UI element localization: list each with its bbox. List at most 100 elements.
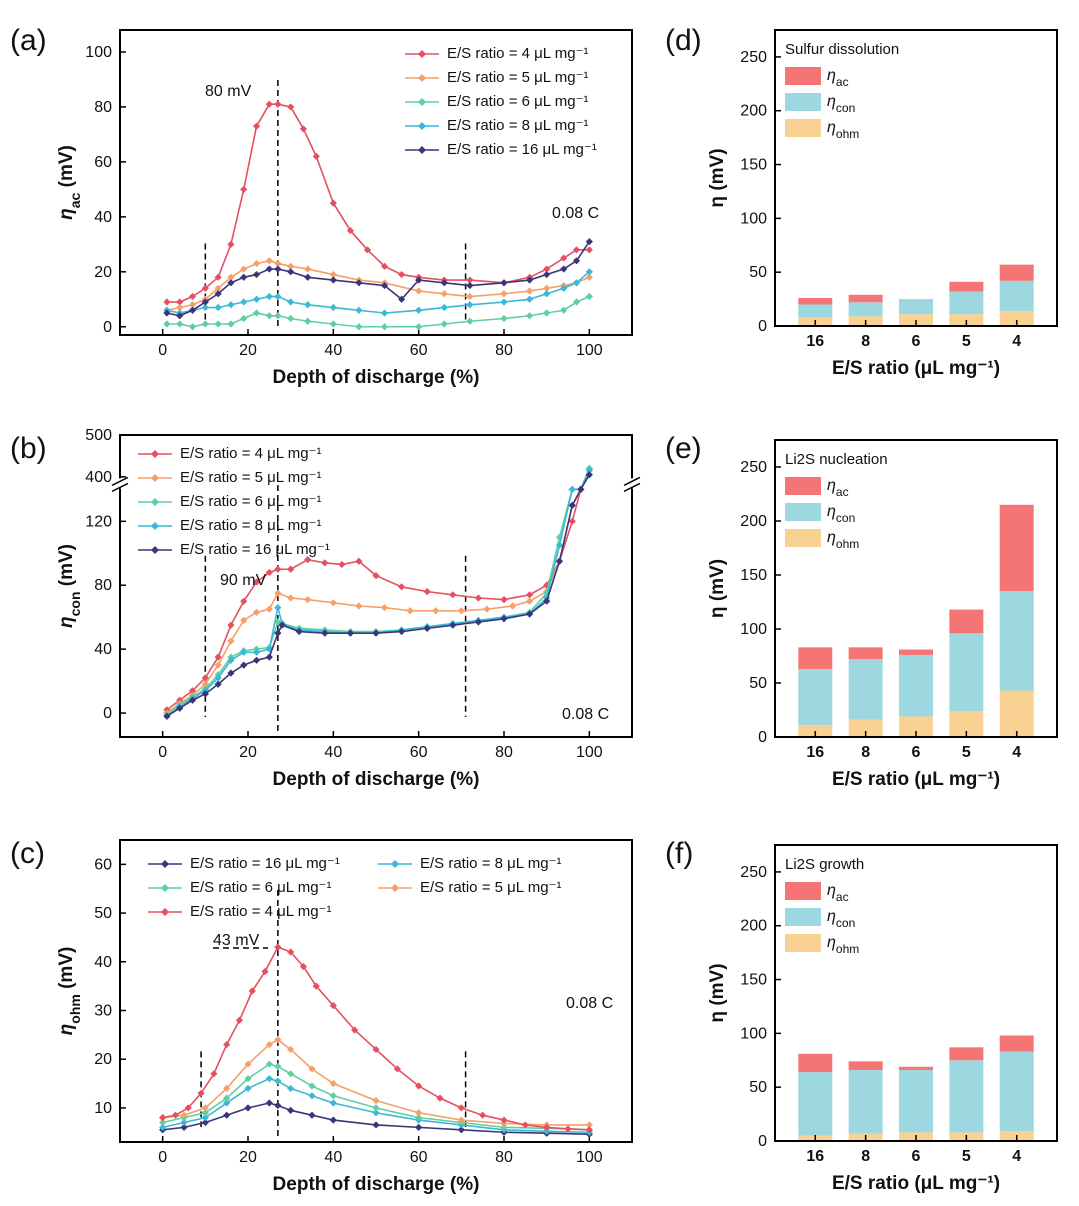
data-point xyxy=(585,1121,593,1129)
data-point xyxy=(252,270,261,279)
data-point xyxy=(252,608,261,616)
chart-f: (f) 0 50 100 150 200 250 16 8 6 5 4 E/S ratio (μL mg… xyxy=(665,837,1058,1194)
x-tick-label: 80 xyxy=(495,1149,513,1166)
data-point xyxy=(304,595,312,604)
bar-segment xyxy=(949,291,984,315)
data-point xyxy=(274,589,282,597)
bar-segment xyxy=(848,659,883,720)
x-tick-label: 100 xyxy=(576,342,603,359)
data-point xyxy=(214,284,222,292)
plot-frame xyxy=(119,29,633,336)
data-point xyxy=(176,298,184,306)
data-point xyxy=(265,292,273,301)
data-point xyxy=(240,298,248,306)
peak-annotation: 90 mV xyxy=(220,572,267,589)
data-point xyxy=(351,1026,359,1034)
data-point xyxy=(346,629,354,637)
legend-label: E/S ratio = 5 μL mg⁻¹ xyxy=(180,469,321,486)
data-point xyxy=(585,471,593,479)
series-2 xyxy=(163,292,593,331)
data-point xyxy=(355,323,363,331)
legend-label: E/S ratio = 4 μL mg⁻¹ xyxy=(190,903,331,920)
data-point xyxy=(321,559,329,567)
data-point xyxy=(500,595,508,604)
legend-swatch-marker xyxy=(151,522,159,530)
y-tick-label: 0 xyxy=(758,729,767,746)
data-point xyxy=(252,295,261,303)
bar-segment xyxy=(848,1069,883,1134)
data-point xyxy=(372,629,380,637)
legend-swatch-marker xyxy=(151,450,159,458)
data-point xyxy=(223,1099,231,1107)
bar-segment xyxy=(999,1035,1034,1052)
x-tick-label: 60 xyxy=(410,342,428,359)
data-point xyxy=(372,1104,380,1112)
bar-segment xyxy=(949,609,984,634)
y-tick-label: 250 xyxy=(740,49,767,66)
data-point xyxy=(380,603,389,612)
y-tick-label: 100 xyxy=(85,44,112,61)
data-point xyxy=(440,303,448,312)
data-point xyxy=(274,603,282,612)
x-tick-label: 0 xyxy=(158,744,167,761)
data-point xyxy=(415,306,423,314)
data-point xyxy=(440,290,448,298)
data-point xyxy=(304,317,312,325)
data-point xyxy=(201,284,209,292)
panel-title: Sulfur dissolution xyxy=(785,41,899,58)
y-tick-label: 80 xyxy=(94,99,112,116)
data-point xyxy=(372,1096,380,1105)
series-line xyxy=(162,1102,590,1136)
data-point xyxy=(338,560,346,569)
data-point xyxy=(555,541,564,549)
data-point xyxy=(329,276,337,284)
y-tick-label: 200 xyxy=(740,103,767,120)
series-0 xyxy=(159,1099,593,1138)
data-point xyxy=(363,246,372,254)
bar-segment xyxy=(949,281,984,292)
data-point xyxy=(449,591,457,599)
data-point xyxy=(466,317,474,325)
data-point xyxy=(252,656,261,664)
bar-stack xyxy=(848,1061,883,1141)
y-tick-label: 250 xyxy=(740,459,767,476)
legend-label: E/S ratio = 6 μL mg⁻¹ xyxy=(447,93,588,110)
legend-label: ηac xyxy=(827,67,849,89)
data-point xyxy=(466,292,474,301)
legend-swatch-marker xyxy=(161,860,169,868)
legend-label: ηohm xyxy=(827,119,859,141)
data-point xyxy=(176,312,184,320)
x-tick-label: 80 xyxy=(495,744,513,761)
y-tick-label: 150 xyxy=(740,157,767,174)
data-point xyxy=(585,466,593,475)
rate-annotation: 0.08 C xyxy=(566,995,613,1012)
data-point xyxy=(274,1077,282,1085)
y-tick-label: 30 xyxy=(94,1002,112,1019)
data-point xyxy=(329,1002,337,1010)
data-point xyxy=(526,276,534,284)
y-axis-title: η (mV) xyxy=(707,148,728,207)
data-point xyxy=(214,273,222,281)
data-point xyxy=(440,320,448,328)
bar-segment xyxy=(899,299,933,315)
data-point xyxy=(423,588,431,596)
data-point xyxy=(415,1109,423,1117)
data-point xyxy=(585,292,593,301)
rate-annotation: 0.08 C xyxy=(562,706,609,723)
category-label: 6 xyxy=(912,333,921,350)
legend-swatch-marker xyxy=(151,546,159,554)
y-tick-label: 120 xyxy=(85,513,112,530)
data-point xyxy=(180,1111,188,1119)
y-tick-label: 20 xyxy=(94,264,112,281)
data-point xyxy=(304,556,312,564)
data-point xyxy=(274,1101,282,1110)
data-point xyxy=(265,568,273,577)
chart-a: (a) 0 20 40 60 80 100 0 20 40 60 80 100 Depth of disc… xyxy=(10,24,633,388)
data-point xyxy=(180,1118,188,1127)
category-label: 5 xyxy=(962,744,971,761)
x-axis-title: Depth of discharge (%) xyxy=(273,367,480,388)
y-axis-title: ηac (mV) xyxy=(56,145,83,220)
data-point xyxy=(568,485,576,493)
x-tick-label: 100 xyxy=(576,744,603,761)
data-point xyxy=(159,1118,167,1127)
